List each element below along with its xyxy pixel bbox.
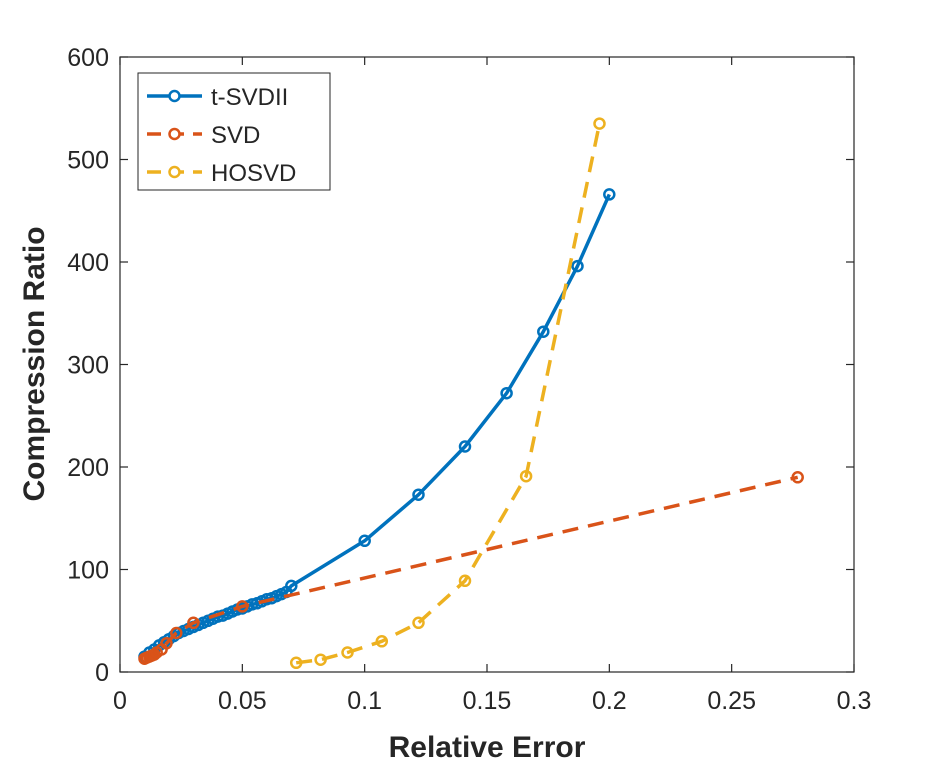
y-tick-label: 0 bbox=[95, 659, 109, 687]
series-layer bbox=[138, 117, 804, 670]
legend-marker bbox=[168, 127, 181, 141]
y-tick-label: 100 bbox=[67, 557, 109, 585]
legend-label: SVD bbox=[211, 122, 260, 149]
legend-marker bbox=[168, 165, 181, 179]
data-point bbox=[519, 469, 533, 483]
legend-entry: t-SVDII bbox=[147, 84, 288, 111]
data-point bbox=[314, 653, 327, 666]
data-point bbox=[285, 579, 298, 593]
data-point bbox=[571, 259, 584, 273]
y-tick-label: 400 bbox=[67, 249, 109, 277]
legend: t-SVDII SVD HOSVD bbox=[137, 72, 331, 191]
data-point bbox=[537, 325, 550, 338]
data-point bbox=[500, 386, 513, 400]
y-tick-label: 200 bbox=[67, 454, 109, 482]
series-hosvd bbox=[289, 117, 606, 670]
x-tick-label: 0.2 bbox=[592, 687, 627, 715]
y-axis-title: Compression Ratio bbox=[18, 226, 51, 501]
y-tick-label: 300 bbox=[67, 352, 109, 380]
data-point bbox=[791, 471, 804, 484]
y-tick-label: 500 bbox=[67, 147, 109, 175]
data-point bbox=[603, 188, 616, 201]
data-point bbox=[458, 574, 472, 588]
legend-label: t-SVDII bbox=[211, 84, 288, 111]
legend-entry: SVD bbox=[147, 122, 260, 149]
x-tick-label: 0 bbox=[113, 687, 127, 715]
x-tick-label: 0.25 bbox=[707, 687, 756, 715]
data-point bbox=[170, 626, 183, 640]
legend-label: HOSVD bbox=[211, 160, 296, 187]
x-tick-label: 0.15 bbox=[463, 687, 512, 715]
x-axis-title: Relative Error bbox=[389, 731, 586, 764]
data-point bbox=[412, 616, 425, 630]
data-point bbox=[458, 440, 472, 453]
x-tick-label: 0.1 bbox=[347, 687, 382, 715]
data-point bbox=[593, 117, 606, 130]
data-point bbox=[160, 637, 173, 650]
legend-entry: HOSVD bbox=[147, 160, 296, 187]
axes-layer: 0 0.05 0.1 0.15 0.2 0.25 0.3 0 100 200 300 400 500 60… bbox=[67, 44, 871, 715]
y-tick-label: 600 bbox=[67, 44, 109, 72]
data-point bbox=[358, 534, 371, 548]
legend-marker bbox=[168, 89, 181, 103]
x-tick-label: 0.3 bbox=[837, 687, 872, 715]
data-point bbox=[187, 616, 200, 630]
data-point bbox=[412, 488, 425, 501]
data-point bbox=[236, 600, 249, 613]
series-svd bbox=[138, 471, 804, 665]
x-tick-label: 0.05 bbox=[218, 687, 267, 715]
data-point bbox=[375, 635, 389, 648]
data-point bbox=[289, 656, 303, 670]
data-point bbox=[341, 646, 354, 659]
